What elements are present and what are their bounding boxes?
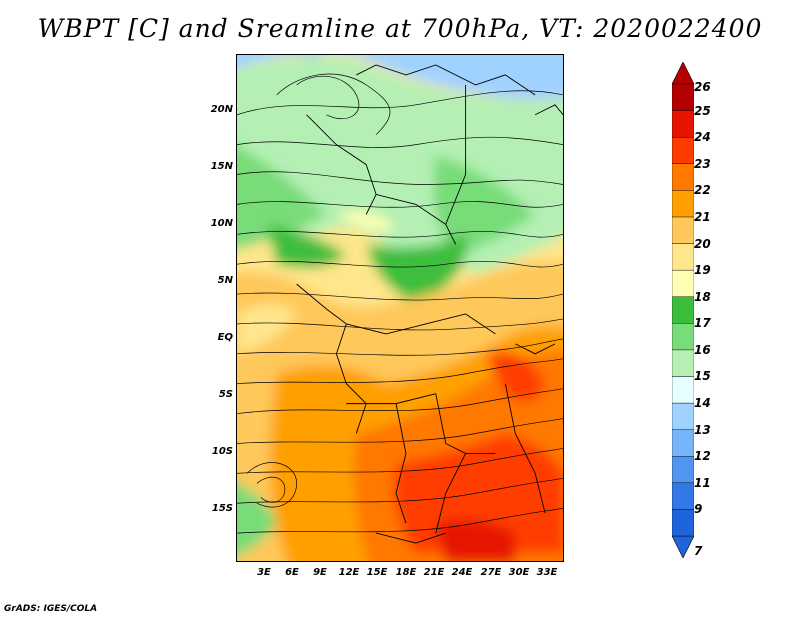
colorbar-swatch [672, 190, 694, 218]
colorbar-level-label: 9 [694, 502, 703, 517]
colorbar-level-label: 15 [694, 369, 711, 384]
lon-label-30e: 30E [508, 567, 530, 578]
colorbar-swatch [672, 163, 694, 191]
colorbar-swatch [672, 136, 694, 164]
colorbar-swatch [672, 429, 694, 457]
colorbar-level-label: 11 [694, 475, 711, 490]
colorbar-swatch [672, 482, 694, 510]
lon-label-3e: 3E [257, 567, 271, 578]
colorbar-swatch [672, 509, 694, 537]
colorbar-level-label: 21 [694, 209, 711, 224]
lat-label-10n: 10N [210, 218, 233, 229]
lat-label-15n: 15N [210, 161, 233, 172]
colorbar-level-label: 22 [694, 183, 711, 198]
colorbar-level-label: 14 [694, 396, 711, 411]
wbpt-shading [237, 55, 563, 561]
colorbar-level-label: 23 [694, 156, 711, 171]
country-borders [296, 64, 563, 544]
lon-label-21e: 21E [423, 567, 445, 578]
colorbar-level-label: 20 [694, 236, 711, 251]
colorbar-swatch [672, 269, 694, 297]
lat-label-20n: 20N [210, 104, 233, 115]
lat-label-5s: 5S [218, 389, 233, 400]
map-panel [236, 54, 564, 562]
streamlines [237, 73, 563, 534]
colorbar-swatch [672, 376, 694, 404]
lon-label-15e: 15E [366, 567, 388, 578]
colorbar-level-label: 25 [694, 103, 711, 118]
colorbar-swatch [672, 349, 694, 377]
colorbar-swatch [672, 216, 694, 244]
colorbar-level-label: 19 [694, 263, 711, 278]
colorbar-level-label: 18 [694, 289, 711, 304]
lat-label-5n: 5N [217, 275, 233, 286]
colorbar-level-label: 24 [694, 130, 711, 145]
colorbar-arrow-high [672, 62, 694, 85]
colorbar-swatch [672, 402, 694, 430]
lat-label-15s: 15S [211, 503, 233, 514]
colorbar-level-label: 26 [694, 80, 711, 94]
colorbar-swatch [672, 323, 694, 351]
colorbar-level-label: 13 [694, 422, 711, 437]
lon-label-9e: 9E [313, 567, 327, 578]
colorbar-level-label: 7 [694, 544, 703, 558]
colorbar-swatch [672, 456, 694, 484]
colorbar-swatch [672, 296, 694, 324]
lon-label-33e: 33E [536, 567, 558, 578]
colorbar-swatch [672, 110, 694, 138]
lon-label-12e: 12E [338, 567, 360, 578]
lon-label-27e: 27E [480, 567, 502, 578]
colorbar-level-label: 16 [694, 342, 711, 357]
lon-label-18e: 18E [395, 567, 417, 578]
lon-label-24e: 24E [451, 567, 473, 578]
credit-label: GrADS: IGES/COLA [4, 604, 98, 614]
lat-label-10s: 10S [211, 446, 233, 457]
colorbar-level-label: 17 [694, 316, 711, 331]
colorbar-swatch [672, 83, 694, 111]
lon-label-6e: 6E [285, 567, 299, 578]
colorbar-swatch [672, 243, 694, 271]
colorbar-level-label: 12 [694, 449, 711, 464]
colorbar-arrow-low [672, 535, 694, 558]
chart-title: WBPT [C] and Sreamline at 700hPa, VT: 20… [37, 14, 763, 43]
lat-label-eq: EQ [217, 332, 233, 343]
colorbar [672, 62, 694, 558]
